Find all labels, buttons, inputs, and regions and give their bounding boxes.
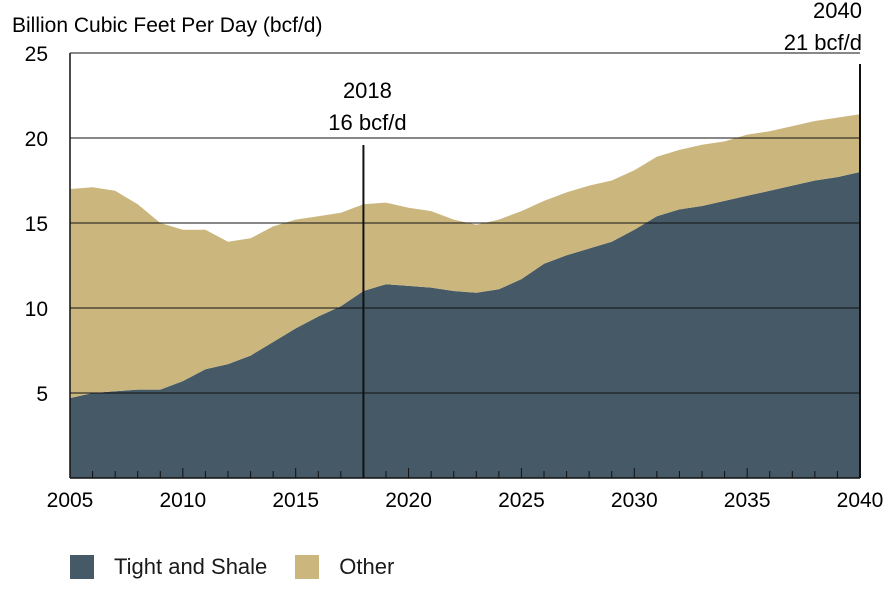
annotation-value-2040: 21 bcf/d <box>784 30 862 55</box>
annotations: 2018 16 bcf/d 2040 21 bcf/d <box>328 0 862 478</box>
annotation-year-2040: 2040 <box>813 0 862 23</box>
y-tick-label: 15 <box>25 213 48 236</box>
legend-swatch-other <box>295 555 320 579</box>
gridlines <box>70 52 860 394</box>
x-tick-label: 2005 <box>47 489 94 512</box>
x-tick-label: 2020 <box>385 489 432 512</box>
annotation-value-2018: 16 bcf/d <box>328 110 406 135</box>
legend-label-tight-shale: Tight and Shale <box>114 554 268 579</box>
y-axis-label: Billion Cubic Feet Per Day (bcf/d) <box>12 14 322 37</box>
y-tick-label: 10 <box>25 298 48 321</box>
legend: Tight and Shale Other <box>70 554 422 580</box>
area-other <box>70 114 860 399</box>
area-series-group <box>70 114 860 478</box>
legend-item-other: Other <box>295 554 394 580</box>
x-tick-label: 2025 <box>498 489 545 512</box>
x-tick-label: 2040 <box>837 489 884 512</box>
x-tick-label: 2035 <box>724 489 771 512</box>
x-tick-label: 2015 <box>272 489 319 512</box>
x-tick-label: 2030 <box>611 489 658 512</box>
x-tick-label: 2010 <box>159 489 206 512</box>
y-tick-label: 5 <box>36 383 48 406</box>
legend-label-other: Other <box>339 554 395 579</box>
area-tight-and-shale <box>70 172 860 478</box>
annotation-year-2018: 2018 <box>343 78 392 103</box>
y-tick-label: 25 <box>25 43 48 66</box>
legend-item-tight-shale: Tight and Shale <box>70 554 267 580</box>
y-tick-label: 20 <box>25 128 48 151</box>
legend-swatch-tight-shale <box>70 555 94 579</box>
